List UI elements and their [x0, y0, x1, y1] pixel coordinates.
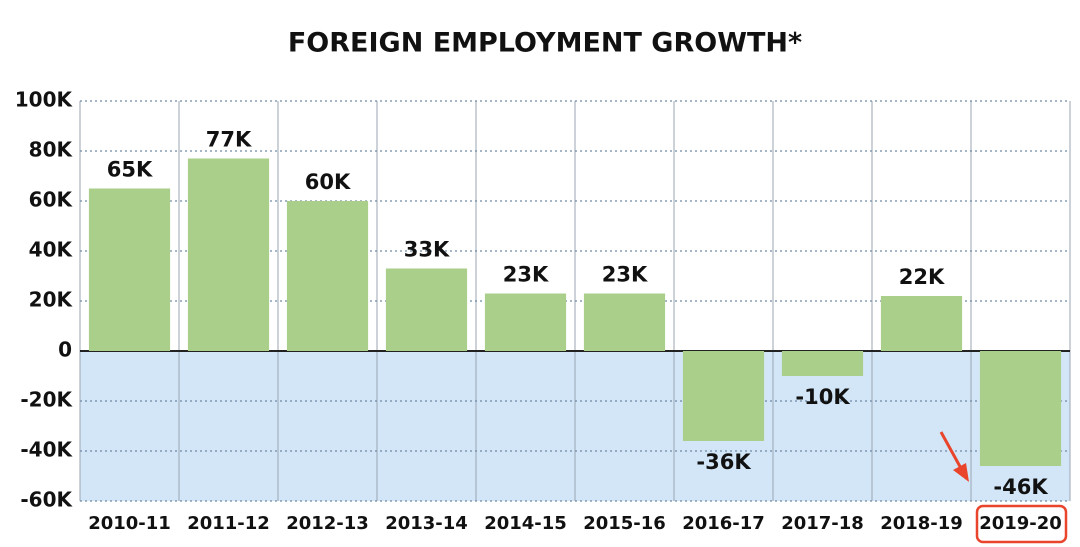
x-tick-label: 2010-11 [88, 513, 171, 534]
data-label: -36K [696, 450, 751, 474]
y-tick-label: -20K [20, 388, 73, 412]
highlight-arrow [939, 431, 965, 473]
x-tick-label: 2017-18 [781, 513, 864, 534]
bar [187, 158, 270, 351]
x-tick-label: 2012-13 [286, 513, 369, 534]
x-tick-label: 2014-15 [484, 513, 567, 534]
y-tick-label: 0 [58, 338, 72, 362]
bar [88, 188, 171, 351]
y-tick-label: 60K [29, 188, 74, 212]
bar [484, 293, 567, 351]
y-tick-label: 100K [15, 88, 74, 112]
x-tick-label: 2011-12 [187, 513, 270, 534]
y-tick-label: -40K [20, 438, 73, 462]
data-label: 22K [899, 265, 945, 289]
x-tick-label: 2019-20 [979, 513, 1062, 534]
data-label: 33K [404, 238, 450, 262]
x-tick-label: 2018-19 [880, 513, 963, 534]
data-label: 23K [503, 263, 549, 287]
y-tick-label: -60K [20, 488, 73, 512]
bar [286, 201, 369, 351]
data-label: -46K [993, 475, 1048, 499]
data-label: 65K [107, 158, 153, 182]
bar [979, 351, 1062, 466]
highlight-arrowhead [953, 463, 969, 482]
x-tick-label: 2016-17 [682, 513, 765, 534]
data-label: 60K [305, 170, 351, 194]
y-tick-label: 80K [29, 138, 74, 162]
data-label: 23K [602, 263, 648, 287]
bar [682, 351, 765, 441]
data-label: -10K [795, 385, 850, 409]
data-label: 77K [206, 128, 252, 152]
x-tick-label: 2013-14 [385, 513, 468, 534]
y-tick-label: 40K [29, 238, 74, 262]
bar [781, 351, 864, 376]
x-tick-label: 2015-16 [583, 513, 666, 534]
bar [385, 268, 468, 351]
y-tick-label: 20K [29, 288, 74, 312]
chart-title: FOREIGN EMPLOYMENT GROWTH* [288, 28, 802, 59]
bar [880, 296, 963, 351]
highlight-box [975, 504, 1068, 544]
bar [583, 293, 666, 351]
